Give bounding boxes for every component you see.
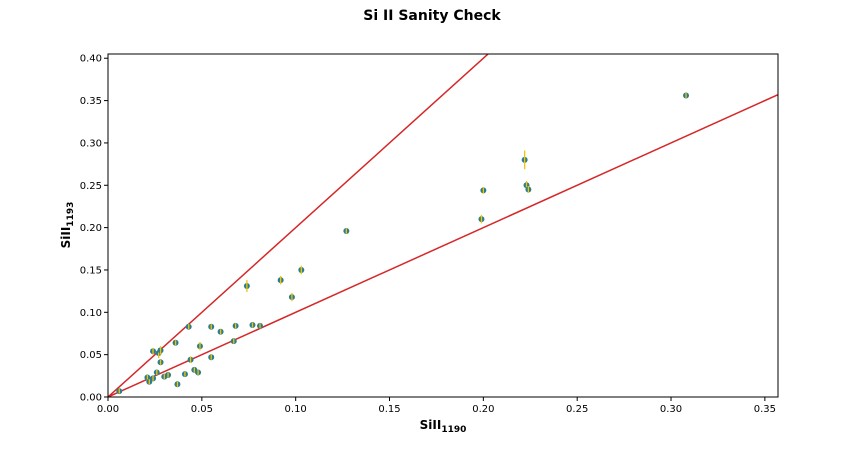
x-tick-label: 0.30 (660, 404, 682, 415)
y-axis-label-main: SiII (59, 227, 73, 249)
y-tick-label: 0.40 (80, 54, 102, 65)
reference-line-2 (108, 93, 778, 397)
y-axis: 0.00 0.05 0.10 0.15 0.20 0.25 0.30 0.35 0.40 (80, 54, 108, 404)
data-point (165, 371, 172, 378)
data-point (181, 371, 188, 378)
data-point (187, 356, 194, 364)
data-point (288, 292, 295, 302)
data-point (157, 346, 164, 355)
data-point (174, 381, 181, 388)
plot-area (107, 53, 779, 398)
plot-frame (107, 53, 779, 398)
x-tick-label: 0.20 (472, 404, 494, 415)
y-tick-label: 0.15 (80, 265, 102, 276)
data-point (196, 341, 203, 351)
x-tick-label: 0.35 (754, 404, 776, 415)
data-point (150, 375, 157, 382)
data-point (343, 228, 350, 235)
data-point (157, 359, 164, 366)
data-point (478, 214, 485, 224)
x-tick-label: 0.05 (191, 404, 213, 415)
data-point (217, 328, 224, 335)
data-point (257, 322, 264, 329)
x-axis: 0.00 0.05 0.10 0.15 0.20 0.25 0.30 0.35 (97, 397, 776, 415)
data-point (230, 338, 237, 345)
x-axis-label-main: SiII (420, 418, 442, 432)
y-tick-label: 0.05 (80, 350, 102, 361)
y-tick-label: 0.25 (80, 181, 102, 192)
y-tick-label: 0.20 (80, 223, 102, 234)
reference-line-1 (108, 54, 490, 397)
data-point (249, 322, 256, 329)
data-point (521, 150, 528, 170)
data-point (683, 92, 690, 99)
data-point (525, 186, 532, 193)
y-axis-label-sub: 1193 (66, 202, 76, 227)
data-point (172, 339, 179, 346)
y-tick-label: 0.30 (80, 138, 102, 149)
data-point (116, 388, 123, 395)
reference-lines (108, 54, 778, 397)
y-axis-label: SiII1193 (59, 202, 76, 249)
x-axis-label-sub: 1190 (441, 425, 466, 435)
data-point (208, 354, 215, 361)
data-point (232, 322, 239, 329)
data-point (298, 265, 305, 275)
data-point (480, 186, 487, 194)
y-tick-label: 0.35 (80, 96, 102, 107)
data-point (150, 347, 157, 355)
y-tick-label: 0.10 (80, 308, 102, 319)
x-tick-label: 0.00 (97, 404, 119, 415)
data-point (208, 323, 215, 330)
x-tick-label: 0.10 (285, 404, 307, 415)
x-axis-label: SiII1190 (420, 418, 467, 435)
data-point (195, 369, 202, 376)
x-tick-label: 0.15 (378, 404, 400, 415)
data-point (243, 280, 250, 292)
data-points (116, 92, 690, 395)
data-point (153, 369, 160, 376)
y-tick-label: 0.00 (80, 393, 102, 404)
chart-title: Si II Sanity Check (363, 8, 501, 24)
data-point (185, 323, 192, 330)
x-tick-label: 0.25 (566, 404, 588, 415)
data-point (277, 275, 284, 285)
